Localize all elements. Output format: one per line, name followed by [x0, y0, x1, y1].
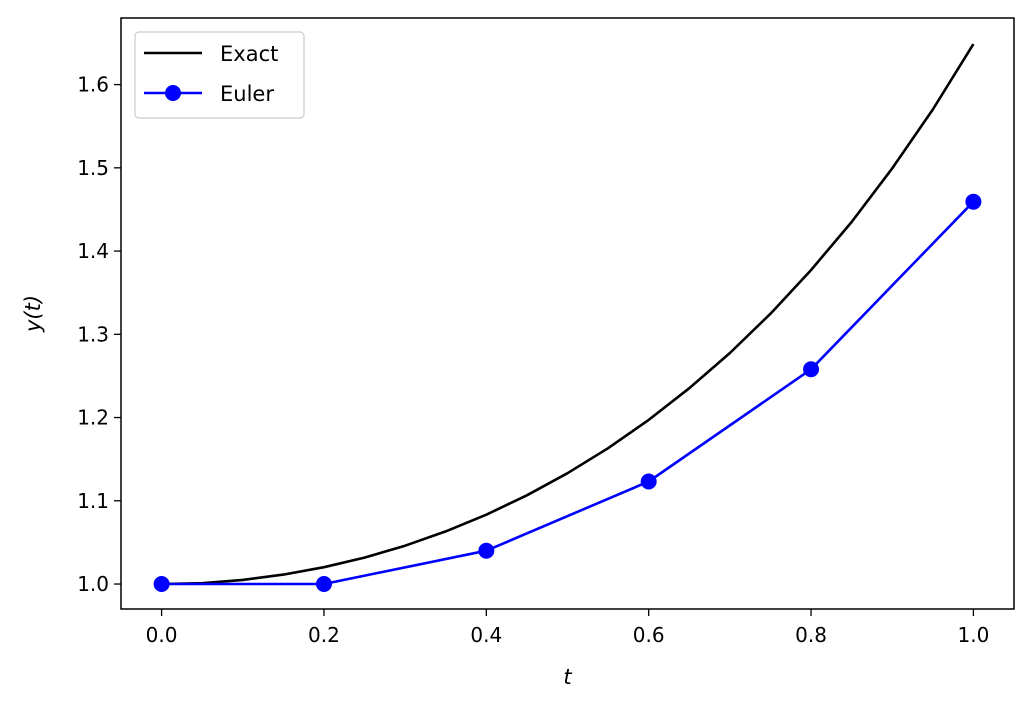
- y-tick-label-0: 1.0: [77, 572, 109, 596]
- series-line-exact: [161, 43, 975, 586]
- legend: Exact Euler: [134, 31, 305, 119]
- x-tick-label-2: 0.4: [470, 623, 502, 647]
- point-euler-5: [965, 193, 982, 210]
- x-tick-label-4: 0.8: [795, 623, 827, 647]
- y-axis-label: y(t): [21, 295, 45, 333]
- x-tick-label-0: 0.0: [146, 623, 178, 647]
- point-euler-0: [153, 576, 170, 593]
- legend-marker-euler: [165, 85, 181, 101]
- legend-label-exact: Exact: [220, 42, 278, 66]
- series-layer: [153, 43, 982, 593]
- x-tick-label-5: 1.0: [958, 623, 990, 647]
- y-tick-label-1: 1.1: [77, 489, 109, 513]
- point-euler-3: [640, 473, 657, 490]
- y-tick-label-2: 1.2: [77, 406, 109, 430]
- legend-label-euler: Euler: [220, 82, 274, 106]
- x-tick-label-1: 0.2: [308, 623, 340, 647]
- point-euler-2: [478, 542, 495, 559]
- y-tick-label-3: 1.3: [77, 322, 109, 346]
- y-tick-label-4: 1.4: [77, 239, 109, 263]
- y-tick-label-6: 1.6: [77, 73, 109, 97]
- y-tick-label-5: 1.5: [77, 156, 109, 180]
- x-axis-label: t: [563, 665, 572, 689]
- x-tick-label-3: 0.6: [633, 623, 665, 647]
- ticks-layer: 0.0 0.2 0.4 0.6 0.8 1.0 1.0 1.1 1.2 1.3 1.4 1.5 1.6: [77, 73, 989, 647]
- point-euler-4: [803, 361, 820, 378]
- point-euler-1: [315, 576, 332, 593]
- series-line-euler: [161, 200, 975, 586]
- plot-frame: [120, 17, 1015, 610]
